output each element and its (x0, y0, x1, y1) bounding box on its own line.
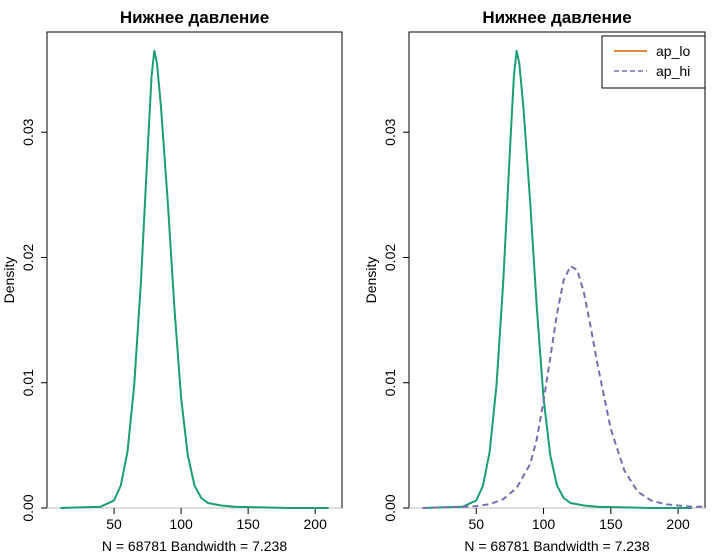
legend-label-ap_lo: ap_lo (656, 43, 690, 59)
series-line-ap_hi (422, 265, 705, 509)
x-tick-label: 100 (169, 516, 193, 532)
legend: ap_lo ap_hi (601, 35, 706, 89)
chart-title: Нижнее давление (482, 8, 631, 27)
x-axis-label: N = 68781 Bandwidth = 7.238 (464, 538, 649, 554)
plot-frame (408, 31, 706, 509)
chart-title: Нижнее давление (120, 8, 269, 27)
y-tick-label: 0.00 (20, 494, 36, 521)
x-axis-label: N = 68781 Bandwidth = 7.238 (102, 538, 287, 554)
plot-frame (46, 31, 343, 509)
x-tick-label: 150 (599, 516, 623, 532)
y-tick-label: 0.01 (382, 369, 398, 396)
y-tick-label: 0.02 (382, 244, 398, 271)
y-tick-label: 0.00 (382, 494, 398, 521)
y-tick-label: 0.01 (20, 369, 36, 396)
chart-panel-right: Нижнее давление 50 100 150 200 0.00 0.01 0.02 0.… (363, 8, 706, 554)
y-axis-label: Density (1, 257, 17, 304)
y-tick-label: 0.02 (20, 244, 36, 271)
y-tick-label: 0.03 (382, 118, 398, 145)
y-axis-label: Density (363, 257, 379, 304)
x-tick-label: 50 (106, 516, 122, 532)
x-tick-label: 150 (236, 516, 260, 532)
y-tick-label: 0.03 (20, 118, 36, 145)
x-tick-label: 50 (468, 516, 484, 532)
series-line-ap_lo (422, 49, 692, 509)
legend-box (601, 35, 706, 89)
x-tick-label: 200 (666, 516, 690, 532)
series-line-ap_lo (60, 49, 329, 509)
x-tick-label: 100 (532, 516, 556, 532)
chart-panel-left: Нижнее давление 50 100 150 200 0.00 0.01 0.02 0.… (1, 8, 343, 554)
legend-label-ap_hi: ap_hi (656, 63, 690, 79)
x-tick-label: 200 (304, 516, 328, 532)
